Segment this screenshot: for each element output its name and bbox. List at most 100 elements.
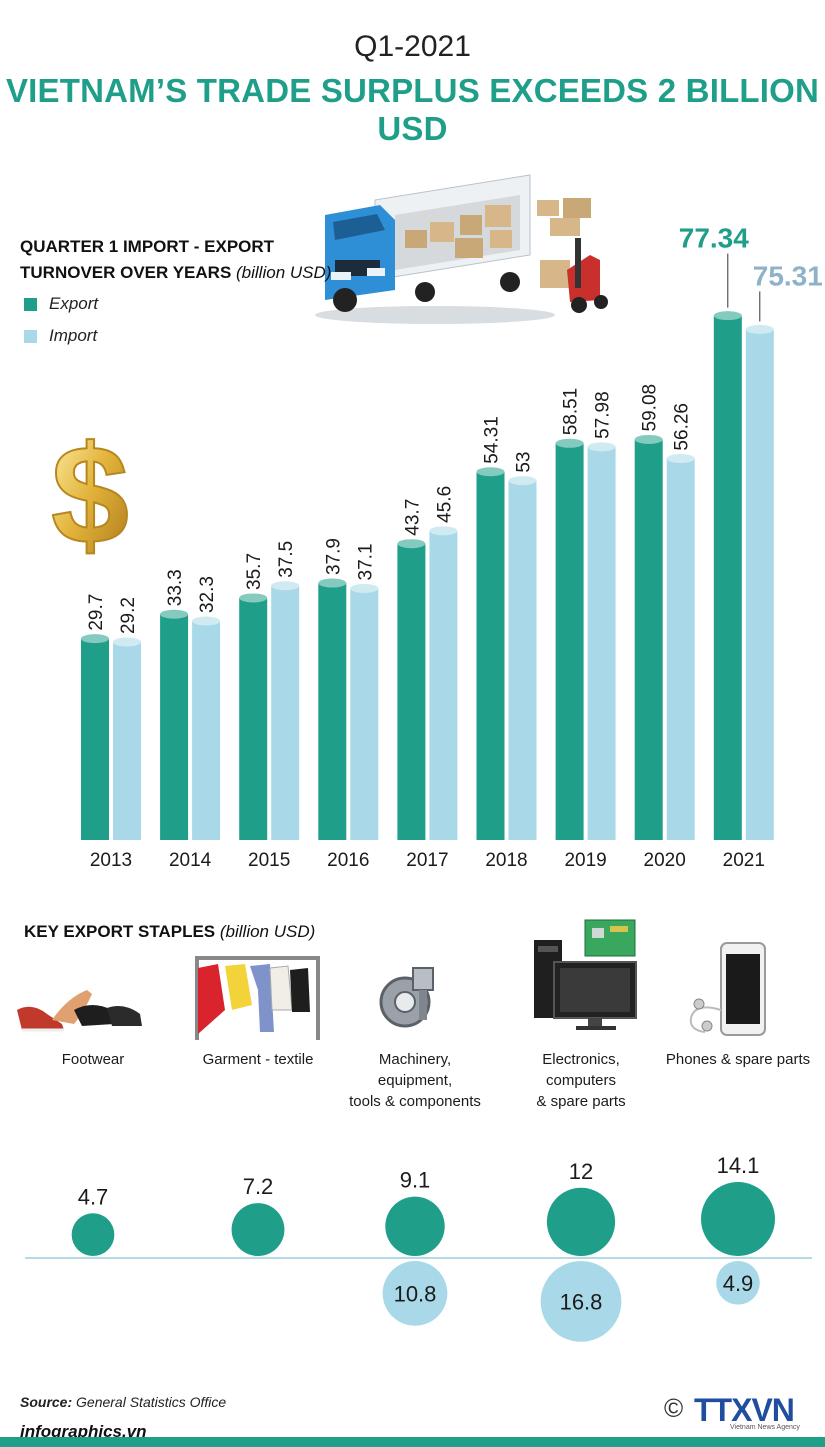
bar-cap-export-2018 [476,467,505,477]
bar-cap-import-2021 [745,324,774,334]
value-label-import-2021: 75.31 [753,260,823,291]
x-tick-2019: 2019 [564,850,606,871]
x-tick-2017: 2017 [406,850,448,871]
value-label-import-2019: 57.98 [593,391,614,439]
category-label-2-line-1: equipment, [378,1072,452,1089]
value-label-import-2016: 37.1 [355,543,376,580]
bar-export-2013 [81,638,109,840]
value-label-import-2020: 56.26 [672,403,693,451]
x-tick-2013: 2013 [90,850,132,871]
bar-cap-export-2017 [397,539,426,549]
x-tick-2020: 2020 [644,850,686,871]
bar-export-2019 [555,443,584,840]
truck-forklift-illustration [315,174,608,324]
bar-cap-import-2013 [113,637,141,647]
legend-import-swatch [24,329,37,343]
bar-cap-import-2019 [587,442,616,452]
bubble-label-import-3: 16.8 [560,1289,603,1314]
computer-icon [534,919,637,1030]
bubble-export-4 [701,1182,775,1256]
legend-import: Import [24,326,97,346]
category-label-3-line-2: & spare parts [536,1093,625,1110]
x-tick-2015: 2015 [248,850,290,871]
legend-export-label: Export [49,294,99,313]
page-title: VIETNAM’S TRADE SURPLUS EXCEEDS 2 BILLIO… [5,72,820,147]
legend-export: Export [24,294,98,314]
bubble-label-import-2: 10.8 [394,1281,437,1306]
x-tick-2014: 2014 [169,850,212,871]
bar-cap-import-2020 [666,454,695,464]
chart-heading: QUARTER 1 IMPORT - EXPORT TURNOVER OVER … [20,234,331,286]
value-label-import-2014: 32.3 [197,576,218,613]
bar-cap-import-2018 [508,476,537,486]
value-label-export-2018: 54.31 [482,416,503,464]
bubble-label-import-4: 4.9 [723,1271,754,1296]
footer-source-text: General Statistics Office [76,1394,227,1410]
category-label-2-line-2: tools & components [349,1093,481,1110]
bubble-export-2 [385,1196,445,1256]
phone-icon [689,942,766,1036]
garment-icon [195,956,320,1040]
value-label-export-2021: 77.34 [679,223,749,254]
bubble-chart: Footwear Garment - textile Machinery, equip… [25,1051,812,1342]
x-tick-2016: 2016 [327,850,369,871]
bar-chart: 29.7 29.2 2013 33.3 32.3 2014 35.7 37.5 2015 37.9… [81,223,823,871]
category-label-2-line-0: Machinery, [379,1051,451,1068]
bar-export-2014 [160,614,189,840]
shoe-icon [17,990,142,1032]
bubble-label-export-2: 9.1 [400,1168,431,1193]
value-label-export-2014: 33.3 [165,569,186,606]
value-label-export-2013: 29.7 [86,594,107,631]
category-label-3-line-0: Electronics, [542,1051,620,1068]
bar-import-2018 [508,480,537,840]
bar-import-2016 [350,588,379,840]
legend-export-swatch [24,297,37,311]
bar-cap-import-2014 [192,616,221,626]
chart-heading-unit: (billion USD) [236,263,332,282]
svg-text:$: $ [51,425,129,565]
bubble-export-1 [231,1203,285,1256]
value-label-import-2013: 29.2 [118,597,139,634]
category-label-1-line-0: Garment - textile [203,1051,314,1068]
bar-cap-import-2015 [271,581,300,591]
x-tick-2018: 2018 [485,850,527,871]
bubble-export-0 [71,1213,115,1256]
agency-logo: TTXVN [694,1392,795,1428]
staples-heading-unit: (billion USD) [219,922,316,941]
bar-export-2017 [397,543,426,840]
legend-import-label: Import [49,326,98,345]
value-label-import-2015: 37.5 [276,541,297,578]
bar-export-2020 [634,439,663,840]
bar-import-2017 [429,530,458,840]
bubble-export-3 [546,1187,616,1256]
value-label-import-2017: 45.6 [434,486,455,523]
bar-import-2020 [666,458,695,840]
bubble-import-4 [716,1261,760,1305]
value-label-export-2017: 43.7 [402,499,423,536]
footer-source-label: Source: [20,1394,73,1410]
bar-cap-export-2016 [318,578,347,588]
bubble-import-2 [382,1261,448,1326]
bar-cap-export-2015 [239,593,268,603]
machinery-icon [379,967,434,1028]
copyright-icon: © [664,1393,684,1423]
category-label-4-line-0: Phones & spare parts [666,1051,810,1068]
bar-cap-export-2020 [634,434,663,444]
bar-import-2014 [192,621,221,840]
page-kicker: Q1-2021 [354,30,471,63]
bubble-import-3 [540,1261,622,1342]
staples-heading: KEY EXPORT STAPLES (billion USD) [24,922,315,942]
bar-export-2021 [713,315,742,841]
bar-export-2015 [239,597,268,840]
bar-cap-import-2017 [429,526,458,536]
chart-heading-line1: QUARTER 1 IMPORT - EXPORT [20,237,275,256]
footer-source: Source: General Statistics Office [20,1394,226,1410]
bubble-label-export-1: 7.2 [243,1174,274,1199]
value-label-import-2018: 53 [514,452,535,473]
bar-import-2013 [113,642,141,840]
x-tick-2021: 2021 [723,850,765,871]
chart-heading-line2: TURNOVER OVER YEARS [20,263,232,282]
value-label-export-2016: 37.9 [323,538,344,575]
value-label-export-2019: 58.51 [561,388,582,436]
bubble-label-export-4: 14.1 [717,1153,760,1178]
